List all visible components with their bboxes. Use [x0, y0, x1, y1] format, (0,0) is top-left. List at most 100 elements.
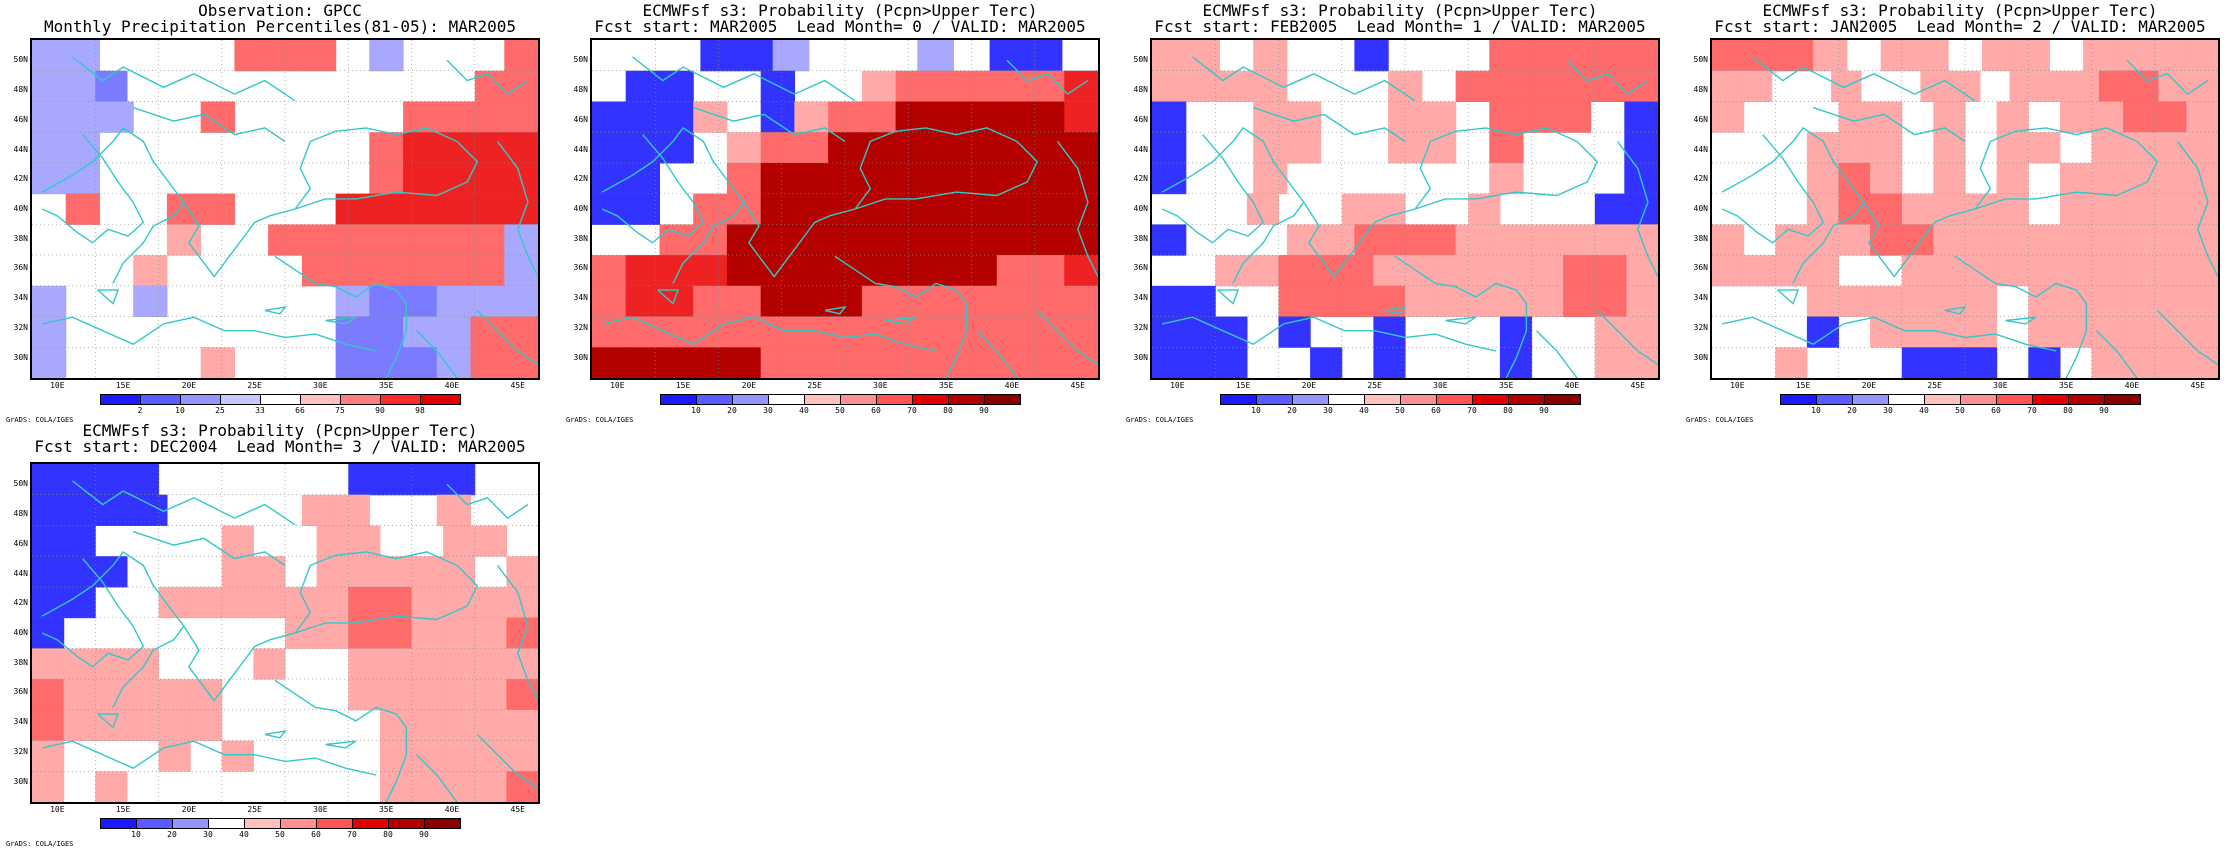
grid-cell [348, 586, 381, 619]
grid-cell [470, 347, 505, 378]
grid-cell [996, 193, 1032, 225]
grid-cell [2091, 132, 2124, 164]
grid-cell [443, 525, 476, 557]
lon-label: 40E [444, 381, 460, 390]
grid-cell [1310, 255, 1343, 287]
grid-cell [1455, 224, 1490, 256]
coastline [1252, 106, 1406, 142]
lon-label: 20E [1861, 381, 1877, 390]
coastline [446, 483, 529, 520]
grid-cell [443, 709, 476, 742]
grid-cell [2091, 193, 2124, 225]
grid-cell [1286, 101, 1322, 133]
map-title: Observation: GPCC [198, 1, 362, 20]
grid-cell [474, 70, 507, 102]
coastline [274, 255, 408, 378]
coastline [1536, 330, 1578, 378]
grid-cell [996, 101, 1032, 133]
grid-cell [348, 464, 381, 496]
coastline [183, 625, 296, 702]
grid-cell [1341, 193, 1374, 225]
colorbar-segment [1256, 394, 1293, 405]
grid-cell [2123, 101, 2156, 133]
grid-cell [99, 101, 134, 133]
lon-label: 20E [181, 805, 197, 814]
grid-cell [1373, 347, 1406, 378]
grid-cell [996, 316, 1032, 348]
colorbar-segment [352, 818, 389, 829]
lon-label: 40E [444, 805, 460, 814]
grid-cell [369, 162, 404, 195]
grid-cell [592, 316, 627, 348]
grid-cell [996, 255, 1032, 287]
lon-label: 15E [675, 381, 691, 390]
grid-cell [693, 193, 728, 225]
coastline [264, 306, 287, 315]
grid-cell [1152, 101, 1187, 133]
coastline [657, 289, 680, 305]
colorbar-segment [1996, 394, 2033, 405]
grid-cell [335, 494, 370, 526]
lon-label: 40E [1004, 381, 1020, 390]
grid-cell [1806, 162, 1840, 195]
coastline [416, 330, 458, 378]
grid-cell [1489, 132, 1524, 164]
grid-cell [989, 40, 1027, 72]
grid-cell [828, 162, 863, 195]
lat-label: 34N [1693, 293, 1708, 303]
grid-cell [443, 464, 476, 496]
grid-cell [2186, 193, 2218, 225]
grid-cell [2116, 40, 2152, 72]
grid-cell [411, 556, 444, 588]
grid-cell [2069, 70, 2100, 102]
coastline [743, 201, 856, 278]
colorbar-label: 10 [691, 406, 701, 415]
lat-label: 40N [13, 204, 28, 213]
credit-text: GrADS: COLA/IGES [6, 416, 74, 424]
grid-cell [403, 101, 438, 133]
coastline [1777, 289, 1800, 305]
lon-label: 10E [1730, 381, 1745, 390]
grid-cell [436, 224, 472, 256]
grid-cell [63, 648, 96, 680]
grid-cell [1215, 255, 1248, 287]
grid-cell [32, 709, 65, 742]
grid-cell [253, 586, 286, 619]
lat-label: 48N [1133, 85, 1148, 95]
colorbar-segment [768, 394, 805, 405]
coastline [854, 127, 1039, 210]
grid-cell [1499, 316, 1533, 348]
grid-cell [1806, 193, 1840, 225]
grid-cell [794, 224, 829, 256]
lon-label: 25E [807, 381, 822, 390]
grid-cell [996, 224, 1032, 256]
grid-cell [1421, 101, 1457, 133]
coastline [72, 480, 296, 526]
lat-label: 30N [573, 352, 588, 362]
grid-cell [411, 464, 444, 496]
grid-cell [1965, 285, 1998, 318]
lon-label: 25E [247, 805, 262, 814]
grid-cell [760, 316, 795, 348]
colorbar-label: 60 [1991, 406, 2001, 415]
grid-cell [693, 347, 728, 378]
coastline [2096, 330, 2138, 378]
coastline [1192, 56, 1416, 102]
lat-label: 40N [1133, 204, 1148, 213]
coastline [294, 551, 479, 634]
grid-cell [506, 617, 538, 649]
grid-cell [1152, 285, 1185, 318]
grid-cell [63, 586, 96, 619]
grid-cell [1965, 193, 1998, 225]
lat-label: 42N [1133, 174, 1148, 184]
grid-cell [592, 101, 627, 133]
grid-cell [1064, 255, 1098, 287]
colorbar-label: 60 [871, 406, 881, 415]
grid-cell [1030, 162, 1065, 195]
lon-label: 45E [1070, 381, 1085, 390]
colorbar-label: 40 [1359, 406, 1369, 415]
grid-cell [1556, 224, 1592, 256]
coastline [1394, 255, 1528, 378]
grid-cell [436, 132, 472, 164]
colorbar-segment [1436, 394, 1473, 405]
